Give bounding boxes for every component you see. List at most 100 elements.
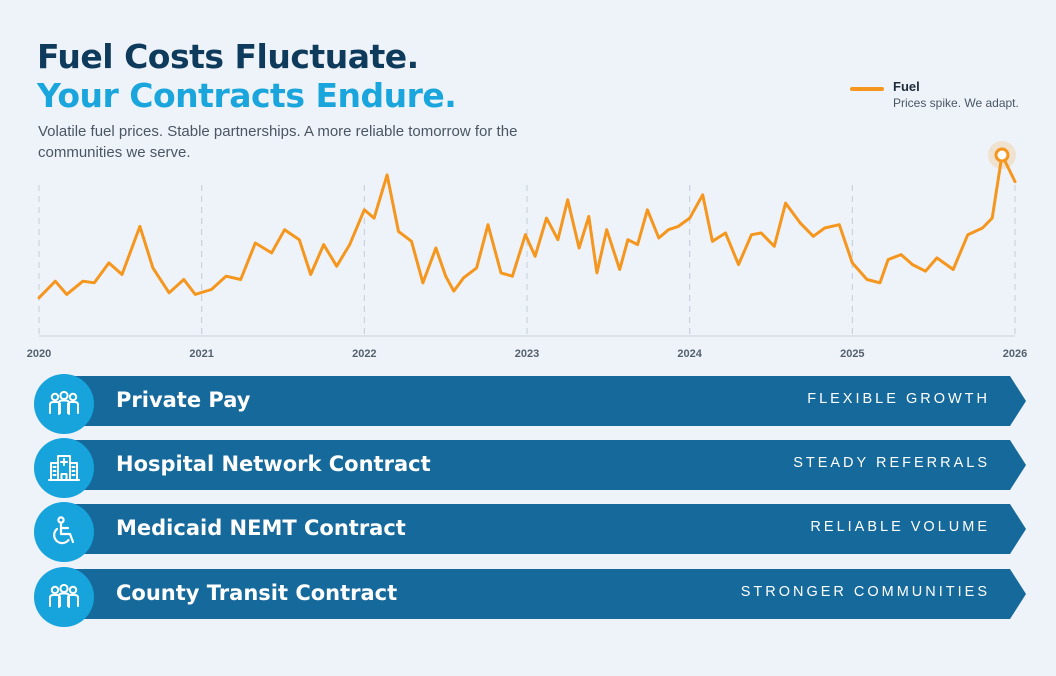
data-point	[120, 273, 124, 276]
legend-note: Prices spike. We adapt.	[893, 96, 1019, 110]
band-label: Hospital Network Contract	[116, 452, 431, 476]
x-tick-label: 2025	[840, 348, 864, 360]
data-point	[799, 221, 802, 225]
data-point	[878, 281, 882, 285]
data-point	[838, 223, 841, 226]
data-point	[511, 274, 514, 278]
data-point	[688, 216, 691, 220]
data-point	[372, 216, 376, 220]
band-label: Private Pay	[116, 388, 251, 412]
data-point	[737, 263, 740, 266]
data-point	[618, 268, 621, 271]
data-point	[254, 241, 257, 245]
data-point	[865, 278, 869, 281]
data-point	[193, 293, 197, 296]
data-point	[421, 281, 425, 285]
data-point	[224, 274, 228, 278]
data-point	[951, 268, 955, 271]
band-tag: STEADY REFERRALS	[793, 455, 990, 471]
data-point	[911, 263, 914, 266]
data-point	[452, 289, 455, 293]
band-label: County Transit Contract	[116, 581, 398, 605]
data-point	[750, 233, 753, 236]
band-arrow-shape	[64, 569, 1026, 619]
data-point	[410, 240, 413, 243]
data-point	[309, 273, 312, 276]
data-point	[54, 279, 57, 283]
band-arrow-shape	[64, 440, 1026, 490]
data-point	[823, 226, 826, 230]
subtitle: Volatile fuel prices. Stable partnership…	[38, 123, 518, 161]
legend-series-name: Fuel	[893, 79, 920, 94]
data-point	[545, 216, 548, 220]
data-point	[899, 253, 903, 256]
data-point	[773, 245, 776, 248]
data-point	[605, 228, 608, 231]
data-point	[239, 278, 242, 281]
x-tick-label: 2024	[677, 348, 702, 360]
data-point	[587, 215, 591, 218]
band-tag: RELIABLE VOLUME	[810, 519, 990, 535]
data-point	[533, 255, 537, 258]
data-point	[724, 231, 727, 235]
data-point	[65, 293, 68, 296]
people-group-icon	[34, 567, 94, 627]
data-point	[935, 256, 939, 260]
data-point	[667, 228, 670, 231]
data-point	[886, 258, 890, 261]
data-point	[595, 271, 599, 275]
data-point	[636, 243, 639, 246]
data-point	[322, 243, 325, 246]
data-point	[981, 226, 984, 230]
data-point	[657, 236, 660, 240]
contract-band-hospital: Hospital Network Contract STEADY REFERRA…	[34, 438, 1028, 498]
data-point	[556, 238, 560, 241]
data-point	[991, 216, 994, 220]
data-point	[434, 246, 438, 250]
data-point	[37, 296, 41, 299]
data-point	[711, 240, 714, 243]
data-point	[397, 230, 400, 233]
band-tag: STRONGER COMMUNITIES	[740, 584, 990, 600]
data-point	[138, 225, 142, 228]
data-point	[677, 225, 680, 228]
data-point	[524, 233, 527, 236]
data-point	[444, 274, 447, 278]
contract-band-private-pay: Private Pay FLEXIBLE GROWTH	[34, 374, 1028, 434]
data-point	[784, 201, 787, 205]
chart-series	[37, 141, 1017, 300]
x-tick-label: 2023	[515, 348, 539, 360]
data-point	[81, 279, 85, 283]
hospital-icon	[34, 438, 94, 498]
data-point	[966, 233, 970, 236]
headline-secondary: Your Contracts Endure.	[37, 76, 457, 115]
fuel-price-chart: 2020 2021 2022 2023 2024 2025 2026	[27, 141, 1027, 360]
peak-marker	[994, 147, 1010, 163]
band-arrow-shape	[64, 504, 1026, 554]
data-point	[335, 265, 338, 268]
data-point	[851, 261, 854, 265]
data-point	[93, 281, 96, 285]
data-point	[210, 288, 213, 291]
data-point	[182, 278, 185, 281]
series-line-fuel	[37, 153, 1017, 300]
data-point	[626, 238, 630, 241]
data-point	[499, 271, 503, 275]
data-point	[1013, 180, 1017, 183]
x-tick-label: 2022	[352, 348, 376, 360]
data-point	[812, 235, 815, 238]
data-point	[107, 261, 111, 265]
data-point	[924, 270, 927, 273]
wheelchair-icon	[34, 502, 94, 562]
data-point	[486, 223, 490, 226]
x-tick-label: 2021	[189, 348, 213, 360]
data-point	[283, 228, 286, 231]
contract-band-medicaid: Medicaid NEMT Contract RELIABLE VOLUME	[34, 502, 1028, 562]
chart-grid	[38, 185, 1016, 336]
data-point	[167, 291, 171, 294]
band-arrow-shape	[64, 376, 1026, 426]
data-point	[151, 266, 155, 270]
band-label: Medicaid NEMT Contract	[116, 516, 406, 540]
data-point	[348, 243, 351, 246]
